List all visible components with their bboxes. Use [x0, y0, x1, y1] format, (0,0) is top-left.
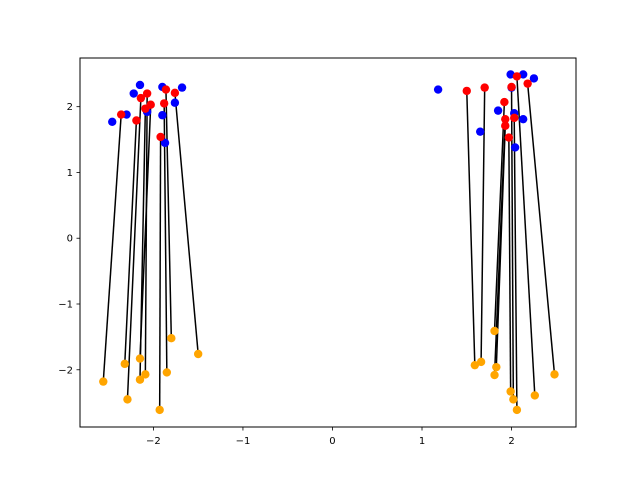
orange-point: [155, 405, 164, 415]
red-point: [501, 121, 510, 130]
points-layer: [99, 70, 559, 415]
x-axis: −2 −1 0 1 2: [146, 427, 515, 447]
orange-point: [193, 349, 203, 359]
connector-line: [158, 136, 162, 410]
red-point: [161, 85, 171, 94]
red-point: [116, 110, 126, 119]
blue-point: [529, 74, 539, 83]
orange-point: [476, 357, 486, 367]
orange-point: [141, 370, 150, 379]
orange-point: [135, 375, 145, 384]
connector-line: [508, 137, 512, 392]
y-tick-label: −2: [58, 365, 73, 376]
orange-point: [162, 368, 172, 377]
connector-line: [102, 114, 122, 382]
orange-point: [167, 334, 176, 343]
connector-line: [144, 93, 148, 375]
y-tick-label: 2: [67, 102, 73, 113]
axes-frame: [79, 57, 577, 428]
red-point: [159, 99, 169, 108]
blue-point: [108, 117, 117, 127]
x-tick-label: 0: [329, 436, 335, 447]
red-point: [136, 93, 146, 103]
red-point: [156, 132, 165, 142]
red-point: [512, 72, 522, 81]
connector-line: [480, 87, 486, 362]
orange-point: [99, 377, 108, 386]
connector-line: [139, 104, 152, 359]
orange-point: [512, 405, 522, 415]
orange-point: [470, 360, 480, 370]
red-point: [510, 113, 519, 123]
blue-point: [476, 127, 485, 136]
x-tick-label: 2: [508, 436, 514, 447]
y-tick-label: 1: [67, 168, 73, 179]
orange-point: [530, 391, 540, 400]
connector-line: [165, 89, 173, 339]
connector-line: [526, 83, 556, 375]
connector-line: [513, 117, 518, 410]
orange-point: [490, 326, 499, 336]
segments-layer: [102, 76, 556, 410]
red-point: [142, 89, 152, 98]
connector-line: [495, 125, 507, 368]
connector-line: [466, 90, 476, 366]
red-point: [501, 114, 510, 124]
orange-point: [135, 354, 145, 363]
blue-point: [170, 98, 180, 107]
connector-line: [493, 102, 506, 332]
x-tick-label: −2: [146, 436, 161, 447]
red-point: [500, 97, 509, 107]
red-point: [523, 79, 532, 88]
orange-point: [492, 362, 501, 372]
y-tick-label: 0: [67, 234, 73, 245]
connector-line: [516, 76, 536, 396]
blue-point: [160, 138, 170, 148]
red-point: [146, 100, 155, 109]
red-point: [132, 116, 141, 125]
blue-point: [510, 143, 520, 152]
orange-point: [506, 387, 515, 396]
blue-point: [158, 111, 167, 120]
y-tick-label: −1: [58, 300, 73, 311]
orange-point: [550, 370, 559, 379]
blue-point: [177, 83, 187, 92]
red-point: [480, 83, 489, 92]
blue-point: [493, 106, 503, 115]
red-point: [462, 86, 471, 96]
connector-line: [510, 86, 515, 400]
orange-point: [123, 395, 132, 404]
red-point: [507, 82, 516, 92]
blue-point: [135, 80, 145, 90]
red-point: [504, 133, 514, 142]
blue-point: [129, 89, 138, 98]
connector-line: [163, 103, 168, 373]
blue-point: [518, 114, 528, 124]
orange-point: [509, 395, 518, 404]
blue-point: [433, 85, 443, 94]
red-point: [170, 88, 180, 98]
orange-point: [490, 370, 499, 380]
connector-line: [174, 92, 199, 355]
connector-line: [124, 120, 138, 364]
orange-point: [120, 359, 129, 369]
x-tick-label: 1: [419, 436, 425, 447]
y-axis: −2 −1 0 1 2: [58, 102, 80, 376]
connector-line: [126, 98, 142, 400]
x-tick-label: −1: [236, 436, 251, 447]
